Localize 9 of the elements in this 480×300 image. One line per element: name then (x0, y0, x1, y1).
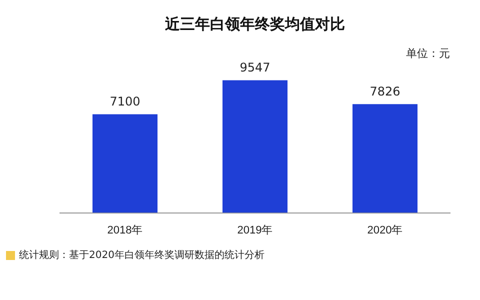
text: 统计规则：基于2020年白领年终奖调研数据的统计分析 (19, 248, 264, 262)
x-tick-label: 2019年 (237, 224, 273, 236)
data-label: 9547 (240, 60, 270, 74)
data-label: 7100 (110, 94, 140, 108)
chart-title: 近三年白领年终奖均值对比 (164, 14, 345, 33)
x-tick-label: 2020年 (367, 224, 403, 236)
data-label: 7826 (370, 84, 400, 98)
x-tick-label: 2018年 (107, 224, 143, 236)
text: 单位：元 (406, 46, 450, 61)
